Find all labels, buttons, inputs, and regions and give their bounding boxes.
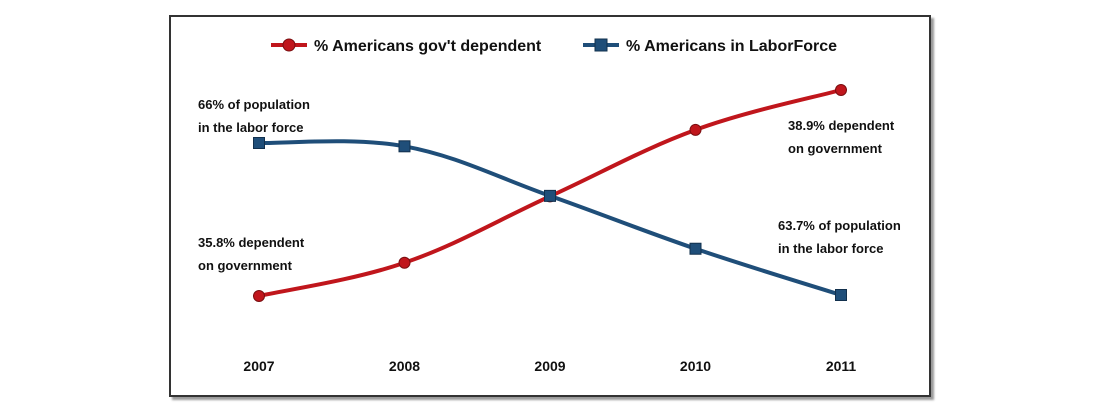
annotation-0-line-1: in the labor force	[198, 120, 303, 135]
legend-marker-1	[594, 38, 608, 52]
annotation-3: 63.7% of population in the labor force	[778, 218, 901, 256]
annotation-3-line-0: 63.7% of population	[778, 218, 901, 233]
series-0-point-2007	[253, 290, 265, 302]
series-line-1	[258, 139, 842, 297]
annotation-2: 38.9% dependent on government	[788, 118, 895, 156]
x-tick-label-2011: 2011	[826, 358, 857, 374]
legend-marker-0	[282, 38, 296, 52]
chart-frame: % Americans gov't dependent % Americans i…	[169, 15, 931, 397]
series-1-point-2008	[398, 140, 411, 153]
annotation-0: 66% of population in the labor force	[198, 97, 310, 135]
legend-label-0: % Americans gov't dependent	[314, 38, 542, 55]
line-chart: % Americans gov't dependent % Americans i…	[198, 38, 901, 374]
x-tick-label-2007: 2007	[243, 358, 274, 374]
x-tick-label-2009: 2009	[534, 358, 565, 374]
plot-area	[253, 84, 847, 302]
annotation-1-line-0: 35.8% dependent	[198, 235, 305, 250]
annotation-3-line-1: in the labor force	[778, 241, 883, 256]
legend-item-1: % Americans in LaborForce	[583, 38, 837, 55]
annotation-0-line-0: 66% of population	[198, 97, 310, 112]
series-0-point-2010	[689, 123, 702, 136]
annotation-2-line-1: on government	[788, 141, 883, 156]
series-0-point-2008	[398, 256, 411, 269]
x-tick-label-2008: 2008	[389, 358, 420, 374]
series-1-point-2007	[253, 137, 265, 149]
annotation-1-line-1: on government	[198, 258, 293, 273]
chart-annotations: 66% of population in the labor force 35.8%…	[198, 97, 901, 273]
series-0-point-2011	[835, 84, 847, 96]
x-axis-tick-labels: 2007 2008 2009 2010 2011	[243, 358, 856, 374]
series-1-point-2011	[835, 289, 847, 301]
series-1-point-2009	[544, 189, 556, 202]
annotation-2-line-0: 38.9% dependent	[788, 118, 895, 133]
legend-item-0: % Americans gov't dependent	[271, 38, 542, 55]
x-tick-label-2010: 2010	[680, 358, 711, 374]
series-1-point-2010	[689, 242, 702, 255]
chart-legend: % Americans gov't dependent % Americans i…	[271, 38, 837, 55]
legend-label-1: % Americans in LaborForce	[626, 38, 837, 55]
annotation-1: 35.8% dependent on government	[198, 235, 305, 273]
